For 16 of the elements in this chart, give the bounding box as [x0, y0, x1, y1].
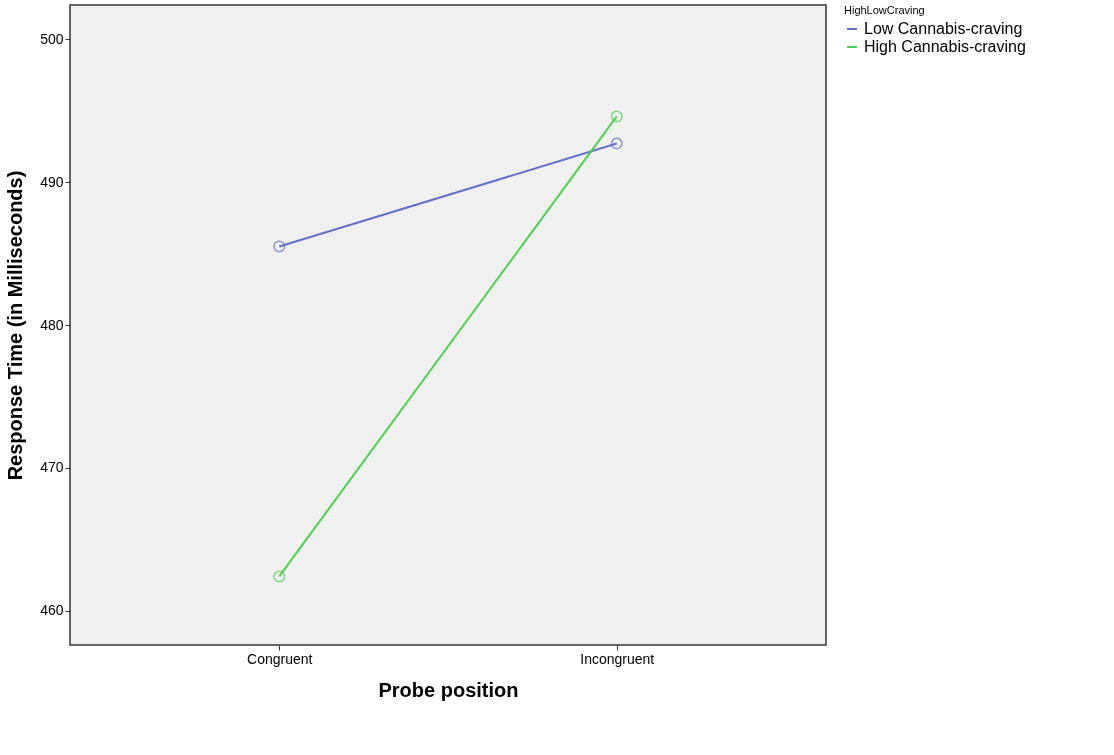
x-tick-label: Congruent	[247, 650, 313, 667]
legend-label: High Cannabis-craving	[864, 38, 1026, 55]
y-tick-label: 500	[40, 30, 64, 47]
y-tick-label: 470	[40, 459, 64, 476]
point	[273, 570, 286, 583]
y-tick-label: 480	[40, 316, 64, 333]
legend-title: HighLowCraving	[844, 4, 925, 16]
y-tick-label: 460	[40, 602, 64, 619]
point	[610, 110, 623, 123]
y-tick-label: 490	[40, 173, 64, 190]
x-tick-label: Incongruent	[580, 650, 655, 667]
point	[610, 137, 623, 150]
x-axis-title: Probe position	[378, 678, 519, 701]
y-axis-title: Response Time (in Milliseconds)	[4, 170, 27, 481]
legend-label: Low Cannabis-craving	[864, 20, 1023, 37]
point	[273, 240, 286, 253]
